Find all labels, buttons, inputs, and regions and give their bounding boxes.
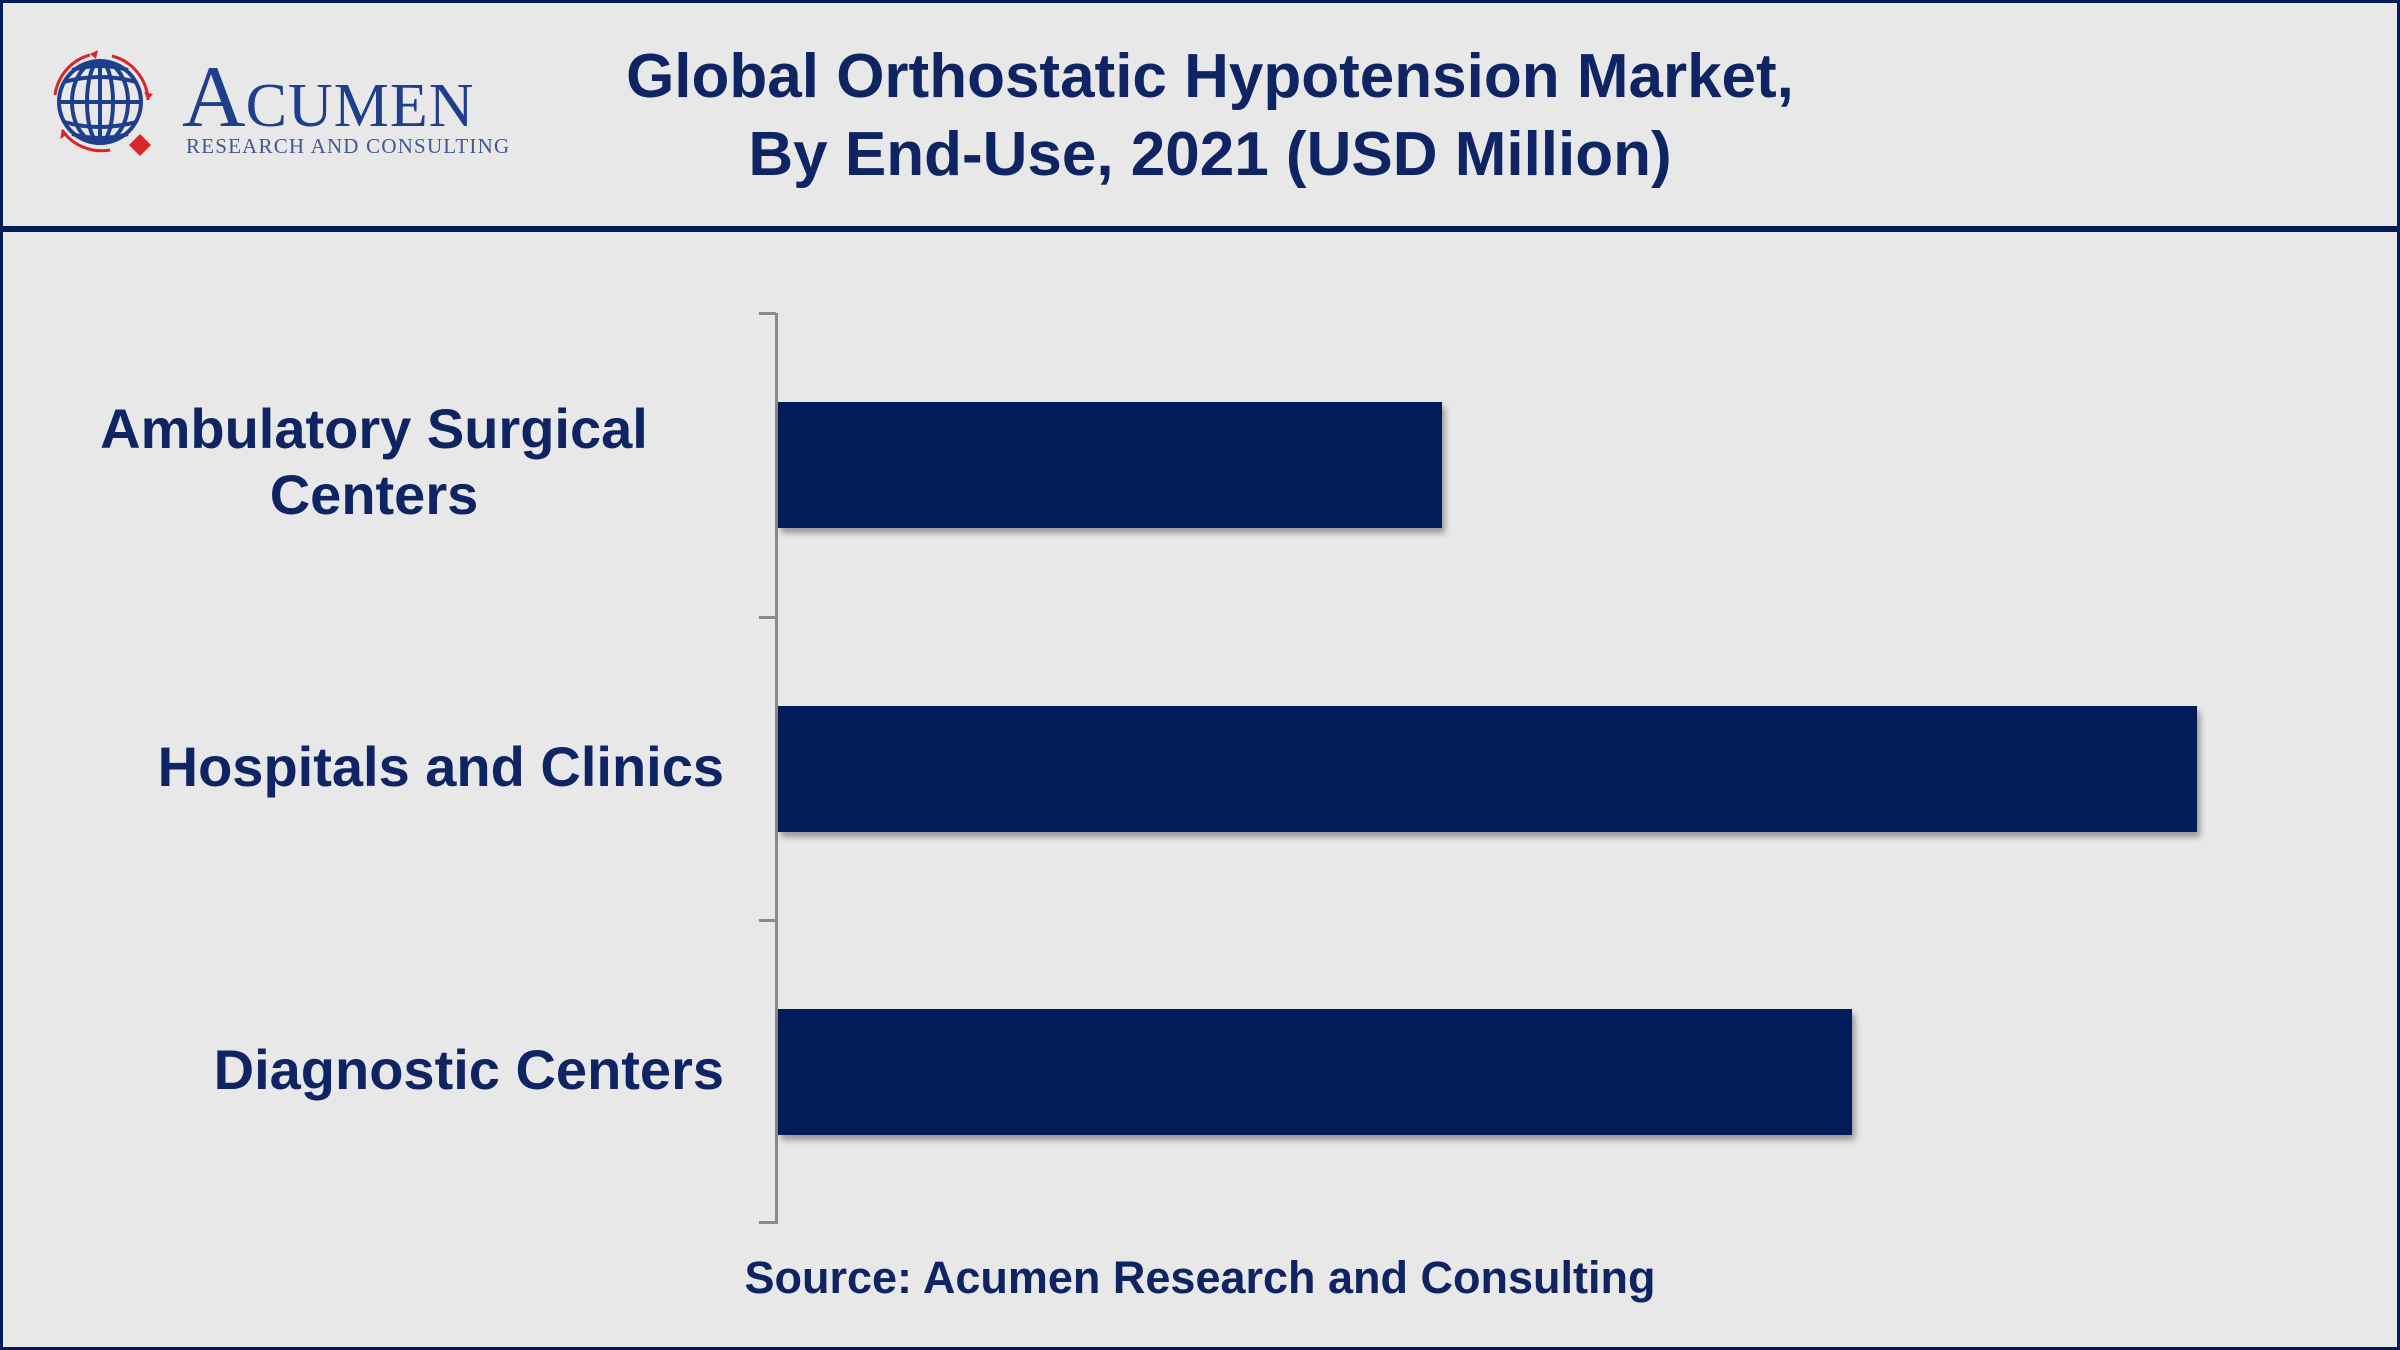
bar-hospitals-and-clinics [778,706,2197,832]
category-label-diagnostic-centers: Diagnostic Centers [213,1038,724,1101]
globe-icon [53,50,153,156]
bar-diagnostic-centers [778,1009,1853,1135]
y-axis-tick [759,1221,776,1224]
logo-tagline: RESEARCH AND CONSULTING [186,134,511,158]
logo-wordmark: ACUMEN [182,49,475,146]
y-axis-tick [759,919,776,922]
bar-ambulatory-surgical-centers [778,402,1443,528]
title-line-1: Global Orthostatic Hypotension Market, [626,42,1794,111]
y-axis-tick [759,616,776,619]
chart-title: Global Orthostatic Hypotension Market, B… [560,38,1860,194]
y-axis-tick [759,312,776,315]
header-divider [0,226,2400,232]
source-note: Source: Acumen Research and Consulting [744,1252,1656,1303]
category-label-hospitals-and-clinics: Hospitals and Clinics [157,735,724,798]
category-label-ambulatory-surgical-centers: Ambulatory Surgical Centers [100,397,648,526]
y-axis-line [775,313,778,1224]
acumen-logo: ACUMEN RESEARCH AND CONSULTING [50,50,510,170]
title-line-2: By End-Use, 2021 (USD Million) [748,120,1672,189]
